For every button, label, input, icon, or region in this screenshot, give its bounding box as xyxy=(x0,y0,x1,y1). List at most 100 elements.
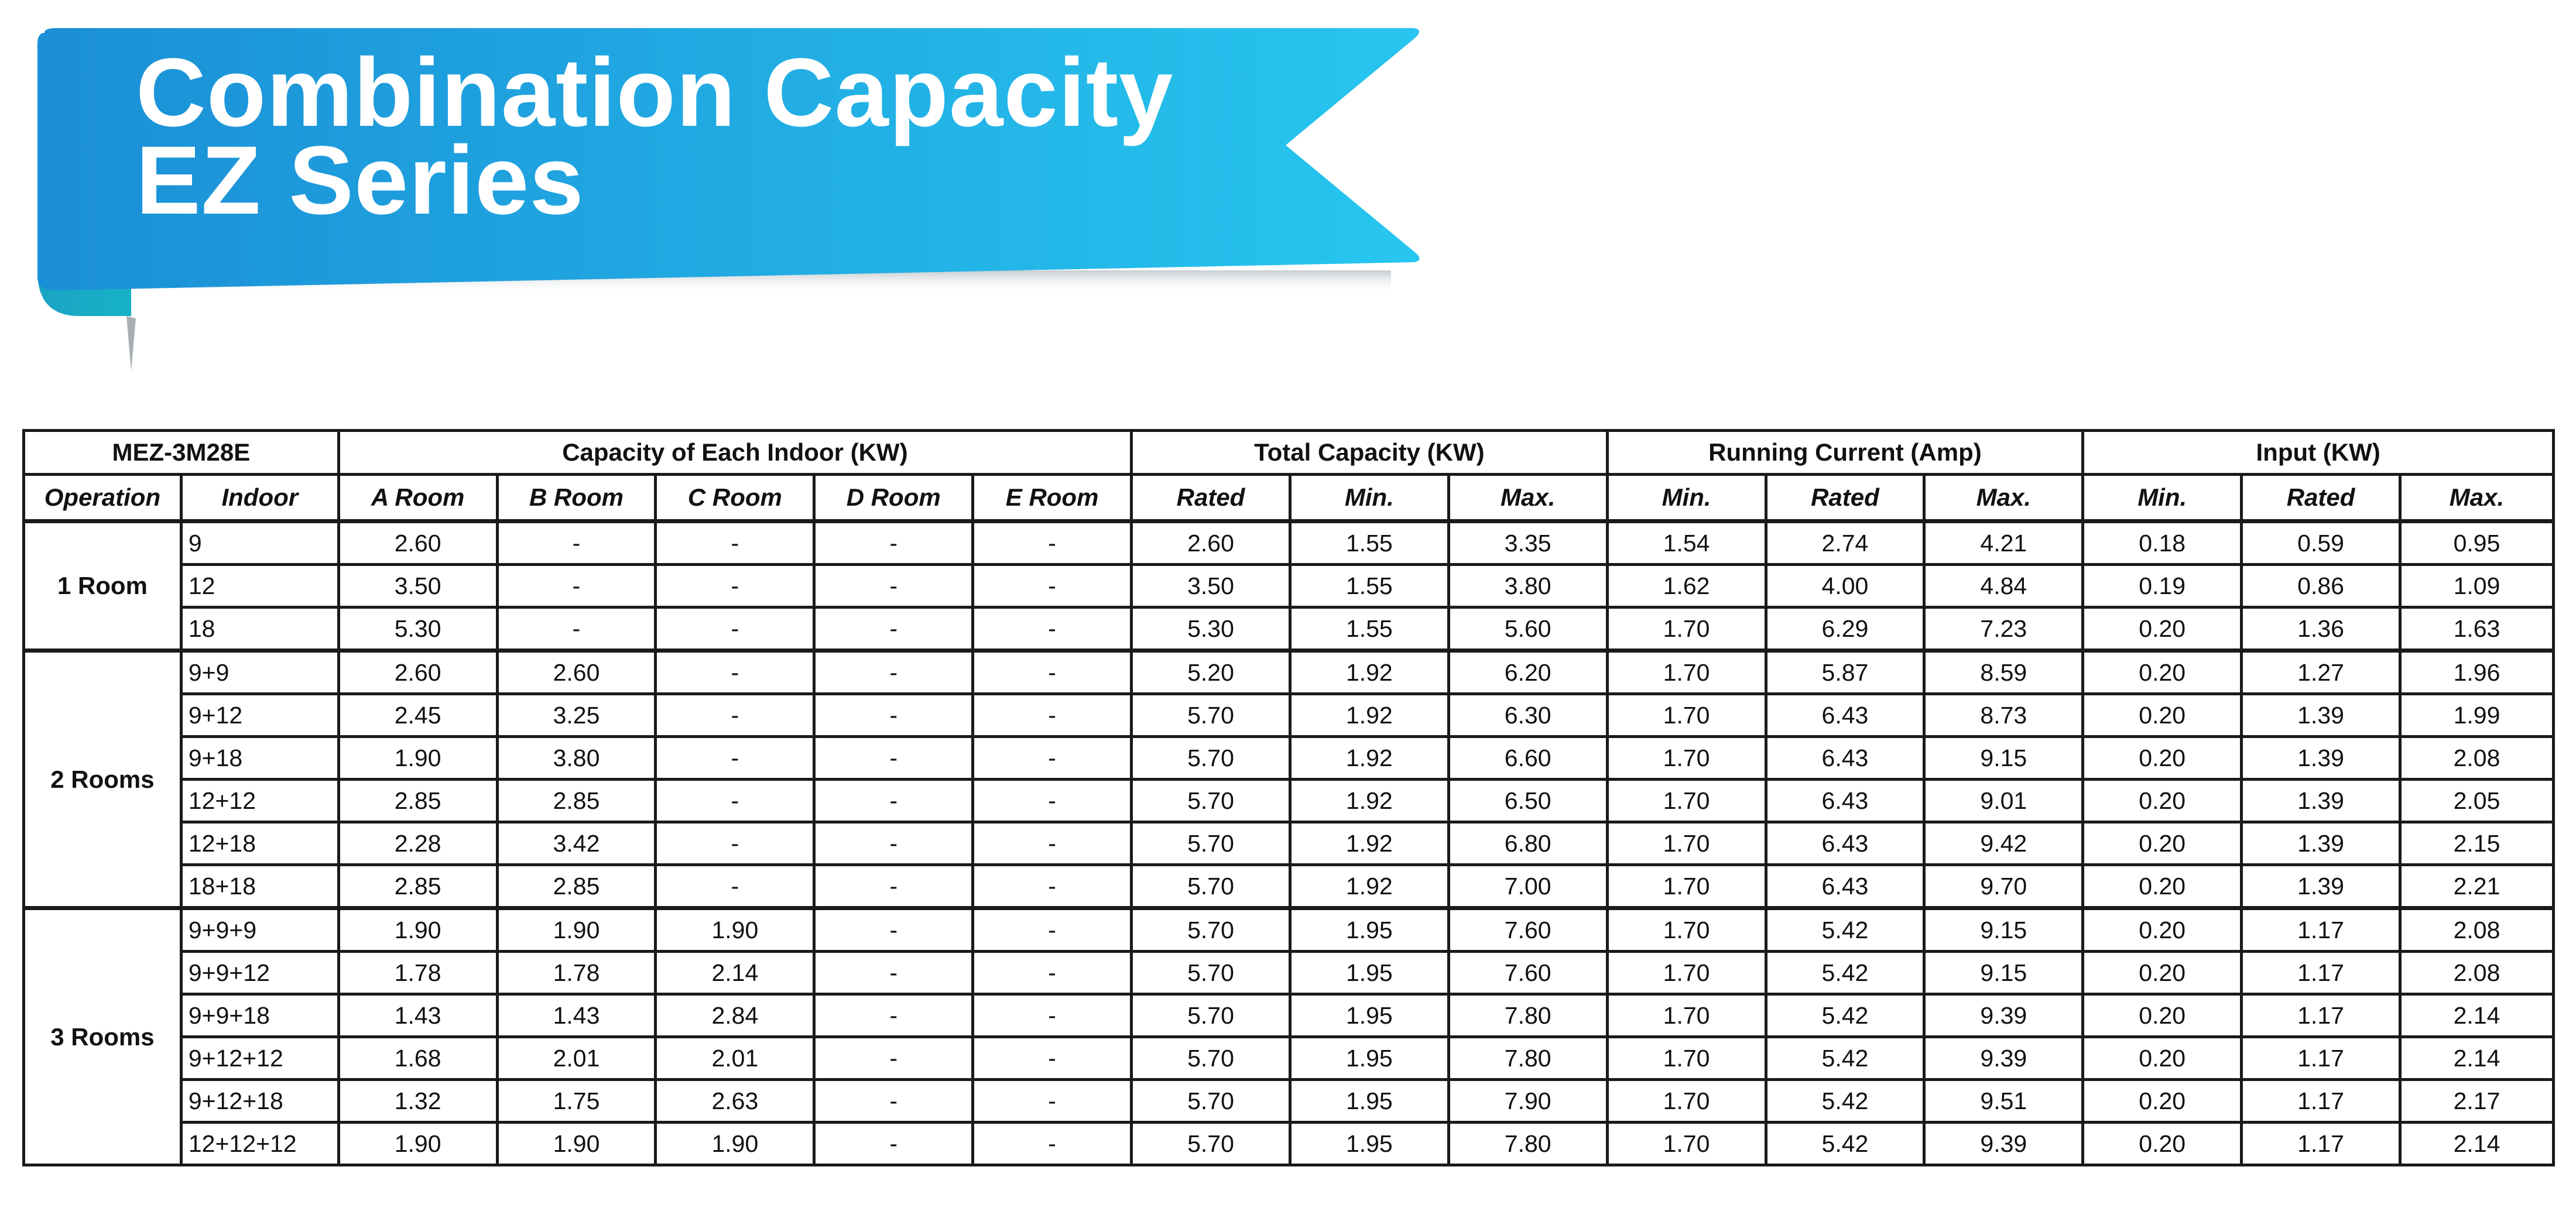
indoor-cell: 9+9 xyxy=(179,648,340,695)
table-cell: 7.90 xyxy=(1447,1078,1609,1124)
table-cell: - xyxy=(971,1035,1133,1081)
indoor-cell: 12+18 xyxy=(179,821,340,866)
table-cell: 2.14 xyxy=(2398,1035,2556,1081)
table-cell: 9.39 xyxy=(1923,993,2085,1038)
table-cell: 3.25 xyxy=(495,692,657,738)
column-header-total-rated: Rated xyxy=(1130,473,1292,523)
table-cell: 5.70 xyxy=(1130,1078,1292,1124)
table-cell: 1.90 xyxy=(654,906,816,953)
table-cell: 5.70 xyxy=(1130,778,1292,823)
indoor-cell: 9+9+9 xyxy=(179,906,340,953)
table-cell: - xyxy=(654,821,816,866)
table-cell: 5.70 xyxy=(1130,906,1292,953)
table-cell: 0.95 xyxy=(2398,519,2556,566)
table-cell: 0.20 xyxy=(2081,863,2243,910)
table-cell: 9.15 xyxy=(1923,950,2085,996)
table-cell: 1.70 xyxy=(1605,993,1767,1038)
table-cell: 1.70 xyxy=(1605,1121,1767,1166)
table-cell: 2.05 xyxy=(2398,778,2556,823)
table-cell: 1.90 xyxy=(495,1121,657,1166)
table-cell: 1.55 xyxy=(1288,606,1450,652)
table-cell: 1.70 xyxy=(1605,692,1767,738)
table-row: 9+12+18 1.32 1.75 2.63- -5.70 1.95 7.90 1.70 5.4… xyxy=(24,1078,2556,1124)
table-cell: - xyxy=(971,778,1133,823)
table-cell: 2.45 xyxy=(337,692,499,738)
operation-cell: 2 Rooms xyxy=(22,648,183,910)
table-cell: - xyxy=(971,863,1133,910)
column-header-e-room: E Room xyxy=(971,473,1133,523)
table-cell: 0.18 xyxy=(2081,519,2243,566)
table-cell: - xyxy=(813,863,975,910)
table-cell: 3.50 xyxy=(337,563,499,609)
table-cell: 1.32 xyxy=(337,1078,499,1124)
title-line-2: EZ Series xyxy=(136,126,584,235)
table-cell: 2.21 xyxy=(2398,863,2556,910)
indoor-cell: 12 xyxy=(179,563,340,609)
table-cell: 0.86 xyxy=(2240,563,2402,609)
title-banner: Combination Capacity EZ Series xyxy=(33,26,1438,375)
table-body: 1 Room 9 2.60- - - -2.60 1.55 3.35 1.54 2.74 4.21 0… xyxy=(22,519,2556,1166)
table-cell: 6.29 xyxy=(1764,606,1926,652)
operation-cell: 1 Room xyxy=(22,519,183,652)
table-cell: 0.19 xyxy=(2081,563,2243,609)
table-cell: 1.68 xyxy=(337,1035,499,1081)
table-cell: - xyxy=(654,778,816,823)
table-row: 18 5.30- - - -5.30 1.55 5.60 1.70 6.29 7.23 0.20 1.… xyxy=(24,606,2556,652)
table-cell: 7.60 xyxy=(1447,906,1609,953)
column-header-input-max: Max. xyxy=(2398,473,2556,523)
table-cell: 6.30 xyxy=(1447,692,1609,738)
table-cell: - xyxy=(971,993,1133,1038)
table-row: 18+18 2.85 2.85- - -5.70 1.92 7.00 1.70 6.43 9.70… xyxy=(24,863,2556,910)
table-row: 12+12 2.85 2.85- - -5.70 1.92 6.50 1.70 6.43 9.01… xyxy=(24,778,2556,823)
table-cell: 1.70 xyxy=(1605,906,1767,953)
table-cell: 1.55 xyxy=(1288,519,1450,566)
table-cell: 0.20 xyxy=(2081,821,2243,866)
table-cell: 1.17 xyxy=(2240,1078,2402,1124)
column-header-current-rated: Rated xyxy=(1764,473,1926,523)
table-cell: - xyxy=(971,1121,1133,1166)
table-cell: 7.60 xyxy=(1447,950,1609,996)
table-cell: - xyxy=(971,950,1133,996)
table-cell: 9.51 xyxy=(1923,1078,2085,1124)
table-cell: 5.60 xyxy=(1447,606,1609,652)
table-cell: 1.43 xyxy=(495,993,657,1038)
table-cell: 6.80 xyxy=(1447,821,1609,866)
column-header-b-room: B Room xyxy=(495,473,657,523)
table-cell: - xyxy=(813,648,975,695)
table-row: 12 3.50- - - -3.50 1.55 3.80 1.62 4.00 4.84 0.19 0.… xyxy=(24,563,2556,609)
table-cell: 1.70 xyxy=(1605,863,1767,910)
table-cell: - xyxy=(813,993,975,1038)
table-cell: 5.70 xyxy=(1130,950,1292,996)
table-cell: 5.30 xyxy=(1130,606,1292,652)
table-cell: 5.70 xyxy=(1130,692,1292,738)
table-cell: - xyxy=(654,563,816,609)
column-header-input-rated: Rated xyxy=(2240,473,2402,523)
table-cell: 1.39 xyxy=(2240,735,2402,781)
table-cell: - xyxy=(813,692,975,738)
model-header: MEZ-3M28E xyxy=(22,429,340,476)
table-cell: 1.92 xyxy=(1288,648,1450,695)
table-cell: 9.42 xyxy=(1923,821,2085,866)
table-cell: - xyxy=(971,563,1133,609)
table-cell: 2.63 xyxy=(654,1078,816,1124)
table-cell: 6.43 xyxy=(1764,863,1926,910)
table-cell: - xyxy=(495,606,657,652)
table-cell: 1.92 xyxy=(1288,863,1450,910)
indoor-cell: 9 xyxy=(179,519,340,566)
table-cell: 2.17 xyxy=(2398,1078,2556,1124)
table-cell: 2.60 xyxy=(495,648,657,695)
table-cell: 5.20 xyxy=(1130,648,1292,695)
table-cell: 0.20 xyxy=(2081,906,2243,953)
table-cell: 1.96 xyxy=(2398,648,2556,695)
table-cell: 2.08 xyxy=(2398,950,2556,996)
page-title: Combination Capacity EZ Series xyxy=(136,44,1173,235)
table-cell: 7.00 xyxy=(1447,863,1609,910)
table-cell: 1.90 xyxy=(337,735,499,781)
table-cell: 0.20 xyxy=(2081,1078,2243,1124)
table-cell: 1.17 xyxy=(2240,950,2402,996)
table-cell: 2.14 xyxy=(2398,993,2556,1038)
table-cell: 4.84 xyxy=(1923,563,2085,609)
indoor-cell: 9+18 xyxy=(179,735,340,781)
table-cell: 0.20 xyxy=(2081,648,2243,695)
table-cell: 6.50 xyxy=(1447,778,1609,823)
